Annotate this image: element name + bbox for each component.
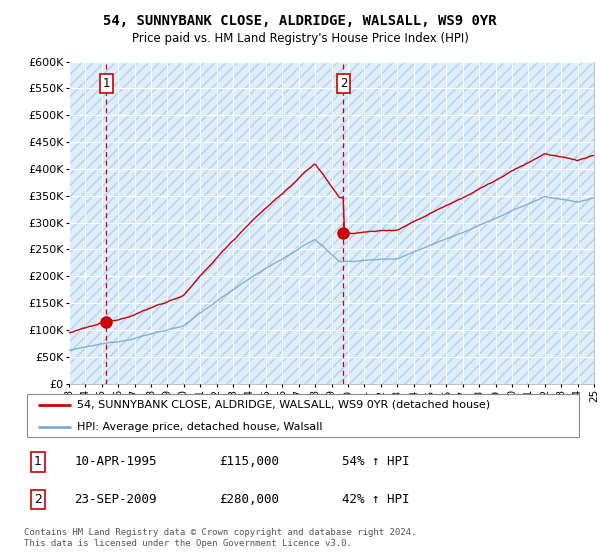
Text: 1: 1	[103, 77, 110, 90]
Text: 2: 2	[340, 77, 347, 90]
Text: £115,000: £115,000	[220, 455, 279, 468]
FancyBboxPatch shape	[27, 394, 579, 437]
Text: 10-APR-1995: 10-APR-1995	[74, 455, 157, 468]
Text: 2: 2	[34, 493, 42, 506]
Text: 1: 1	[34, 455, 42, 468]
Text: 54, SUNNYBANK CLOSE, ALDRIDGE, WALSALL, WS9 0YR (detached house): 54, SUNNYBANK CLOSE, ALDRIDGE, WALSALL, …	[77, 400, 490, 410]
Text: HPI: Average price, detached house, Walsall: HPI: Average price, detached house, Wals…	[77, 422, 323, 432]
Text: 42% ↑ HPI: 42% ↑ HPI	[342, 493, 410, 506]
Text: Price paid vs. HM Land Registry's House Price Index (HPI): Price paid vs. HM Land Registry's House …	[131, 32, 469, 45]
Text: 23-SEP-2009: 23-SEP-2009	[74, 493, 157, 506]
Text: £280,000: £280,000	[220, 493, 279, 506]
Text: 54, SUNNYBANK CLOSE, ALDRIDGE, WALSALL, WS9 0YR: 54, SUNNYBANK CLOSE, ALDRIDGE, WALSALL, …	[103, 14, 497, 28]
Text: 54% ↑ HPI: 54% ↑ HPI	[342, 455, 410, 468]
Text: Contains HM Land Registry data © Crown copyright and database right 2024.
This d: Contains HM Land Registry data © Crown c…	[24, 528, 416, 548]
